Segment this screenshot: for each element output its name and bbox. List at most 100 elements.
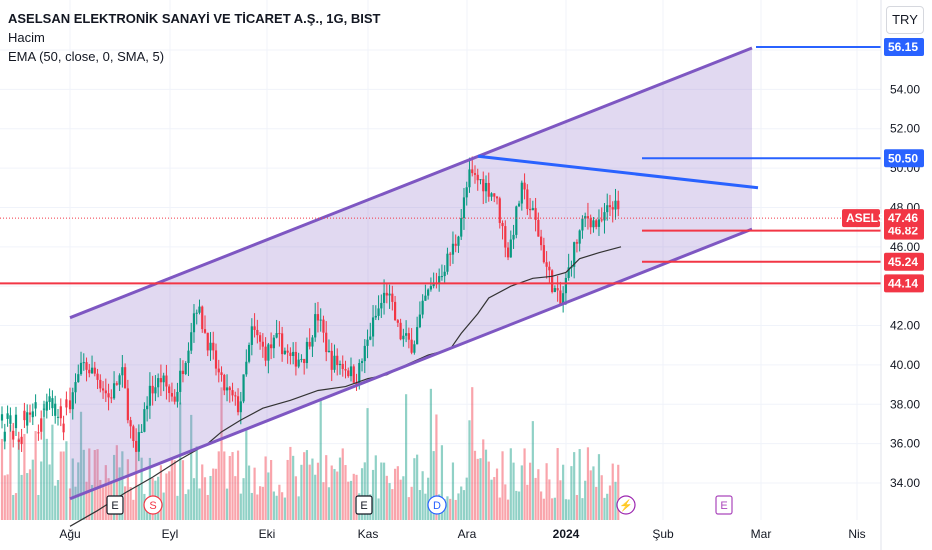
volume-bar xyxy=(410,486,413,520)
candle-body xyxy=(360,361,364,364)
volume-bar xyxy=(228,455,231,520)
volume-bar xyxy=(363,462,366,520)
candle-body xyxy=(517,203,521,207)
candle-body xyxy=(135,440,138,452)
volume-bar xyxy=(118,467,121,520)
candle-body xyxy=(460,218,463,237)
candle-body xyxy=(104,390,107,394)
candle-body xyxy=(129,420,132,427)
candle-body xyxy=(250,326,253,345)
event-markers[interactable]: E S E D ⚡ E xyxy=(106,495,733,515)
candle-body xyxy=(611,207,614,210)
candle-body xyxy=(294,351,298,367)
volume-bar xyxy=(493,477,496,520)
candle-body xyxy=(42,408,46,410)
candle-body xyxy=(110,397,113,399)
volume-bar xyxy=(548,479,551,520)
volume-bar xyxy=(264,456,267,520)
volume-bar xyxy=(96,449,99,520)
candle-body xyxy=(316,314,320,321)
volume-bar xyxy=(517,491,521,520)
candle-body xyxy=(56,416,60,418)
candle-body xyxy=(217,368,220,373)
volume-bar xyxy=(484,449,488,520)
candle-body xyxy=(592,220,595,228)
candle-body xyxy=(258,335,262,342)
volume-bar xyxy=(385,475,388,520)
price-tick-label: 54.00 xyxy=(890,82,920,96)
legend-title[interactable]: ASELSAN ELEKTRONİK SANAYİ VE TİCARET A.Ş… xyxy=(8,11,381,26)
legend-ema[interactable]: EMA (50, close, 0, SMA, 5) xyxy=(8,49,165,64)
candle-body xyxy=(79,362,83,375)
legend-volume[interactable]: Hacim xyxy=(8,30,45,45)
candle-body xyxy=(429,286,433,290)
volume-bar xyxy=(308,464,311,520)
candle-body xyxy=(195,312,198,314)
volume-bar xyxy=(88,448,91,520)
candle-body xyxy=(115,383,118,385)
volume-bar xyxy=(435,414,438,520)
price-levels[interactable] xyxy=(0,46,881,285)
candle-body xyxy=(523,182,526,190)
currency-button[interactable]: TRY xyxy=(886,6,924,34)
last-price-tag-text: 47.46 xyxy=(888,211,918,225)
time-tick-label: 2024 xyxy=(553,527,580,541)
volume-bar xyxy=(59,451,62,520)
candle-body xyxy=(45,401,48,411)
candle-body xyxy=(308,341,311,347)
candle-body xyxy=(479,179,482,181)
volume-bar xyxy=(126,459,129,520)
volume-bar xyxy=(421,471,424,520)
volume-bar xyxy=(242,478,245,520)
volume-bar xyxy=(578,449,581,520)
candle-body xyxy=(595,220,598,227)
candle-body xyxy=(220,372,223,375)
candle-body xyxy=(341,363,344,370)
candle-body xyxy=(606,205,609,213)
candles xyxy=(0,156,620,462)
candle-body xyxy=(23,410,26,421)
candle-body xyxy=(245,361,248,375)
candle-body xyxy=(548,266,551,271)
volume-bar xyxy=(399,479,402,520)
volume-bar xyxy=(176,495,179,520)
volume-bar xyxy=(462,490,466,520)
candle-body xyxy=(162,375,165,383)
candle-body xyxy=(366,339,369,346)
volume-bar xyxy=(225,488,229,520)
channel-upper-line[interactable] xyxy=(69,46,753,320)
volume-bar xyxy=(603,497,606,520)
volume-bar xyxy=(101,487,105,520)
volume-bar xyxy=(214,468,218,520)
volume-bar xyxy=(192,478,196,520)
event-marker-dividend: D xyxy=(427,495,447,515)
candle-body xyxy=(490,193,493,197)
candle-body xyxy=(31,411,34,418)
channel-lower-line[interactable] xyxy=(69,227,753,501)
candle-body xyxy=(402,335,405,340)
grid xyxy=(0,0,881,520)
candle-body xyxy=(154,387,157,394)
price-tick-label: 34.00 xyxy=(890,476,920,490)
volume-bar xyxy=(190,414,193,520)
time-axis[interactable]: Ağu Eyl Eki Kas Ara 2024 Şub Mar Nis xyxy=(59,527,865,541)
candle-body xyxy=(17,439,20,442)
candle-body xyxy=(322,319,325,333)
volume-bar xyxy=(283,497,286,520)
candle-body xyxy=(597,219,601,227)
svg-text:S: S xyxy=(149,500,156,512)
volume-bar xyxy=(85,481,88,520)
candle-body xyxy=(236,396,240,413)
volume-bar xyxy=(440,445,444,520)
candle-body xyxy=(534,208,537,220)
candle-body xyxy=(146,405,149,410)
candle-body xyxy=(509,239,512,258)
volume-bar xyxy=(388,483,391,520)
candle-body xyxy=(369,336,372,340)
volume-bar xyxy=(198,488,201,520)
trendline[interactable] xyxy=(477,154,759,190)
candle-body xyxy=(54,403,57,416)
volume-bar xyxy=(201,464,204,520)
volume-bar xyxy=(468,420,471,520)
